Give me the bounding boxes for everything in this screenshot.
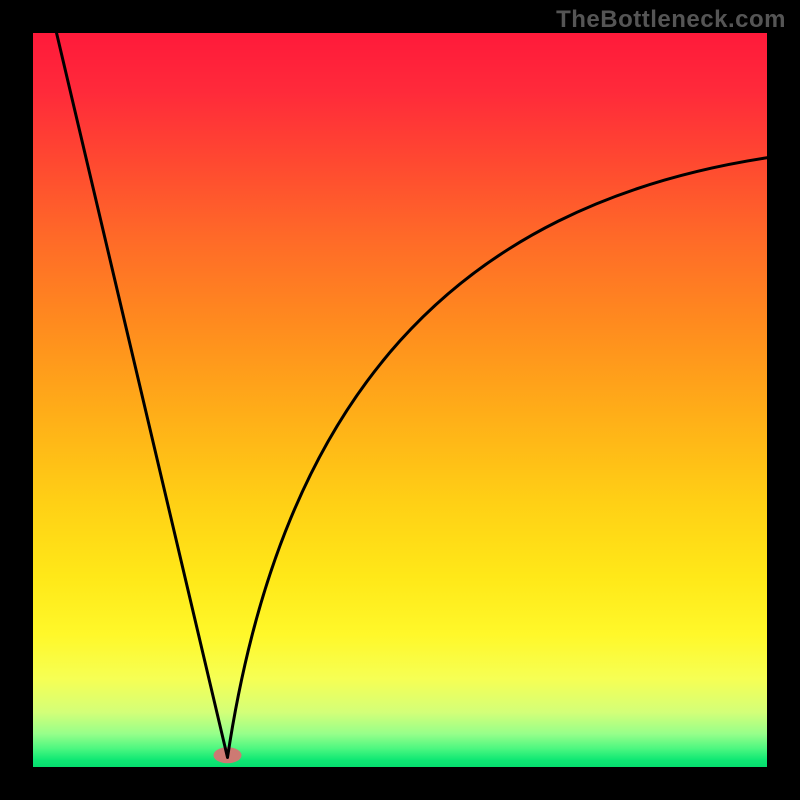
chart-container: TheBottleneck.com [0, 0, 800, 800]
bottleneck-chart [0, 0, 800, 800]
watermark-text: TheBottleneck.com [556, 6, 786, 34]
